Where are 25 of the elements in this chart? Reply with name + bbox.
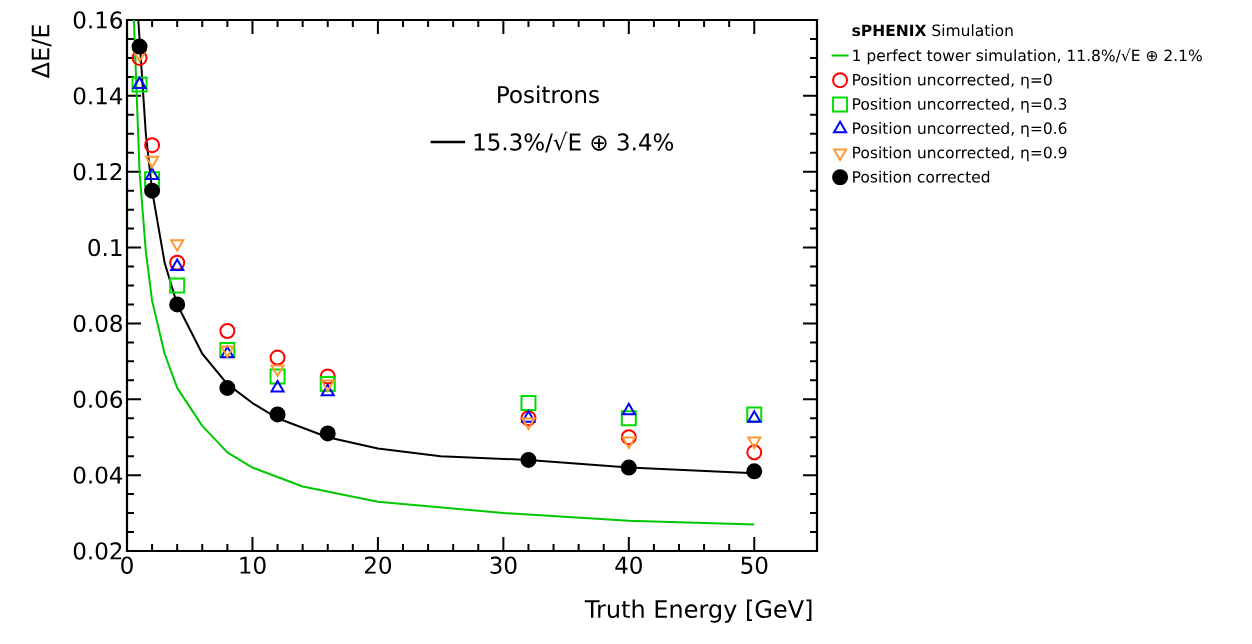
legend-label: Position uncorrected, η=0.3 — [853, 97, 1067, 113]
x-tick-label: 40 — [615, 556, 642, 574]
legend-label: Position uncorrected, η=0 — [853, 73, 1052, 89]
x-tick-label: 20 — [364, 556, 392, 574]
legend-label: Position uncorrected, η=0.9 — [853, 146, 1067, 162]
y-tick-label: 0.16 — [73, 11, 123, 29]
y-tick-label: 0.02 — [73, 542, 122, 560]
y-axis-title: ΔE/E — [31, 25, 52, 79]
legend-label: Position uncorrected, η=0.6 — [853, 122, 1067, 138]
annotation: Positrons — [498, 85, 599, 104]
y-tick-label: 0.06 — [73, 390, 123, 408]
x-tick-label: 10 — [240, 556, 266, 574]
y-tick-label: 0.04 — [73, 466, 123, 484]
y-tick-label: 0.1 — [88, 238, 122, 257]
legend-label: 15.3%/√E ⊕ 3.4% — [474, 131, 674, 153]
x-tick-label: 50 — [741, 556, 768, 574]
y-tick-label: 0.12 — [73, 163, 122, 181]
x-tick-label: 0 — [121, 556, 133, 574]
legend-title: sPHENIX Simulation — [852, 24, 1013, 37]
y-tick-label: 0.08 — [73, 314, 122, 333]
x-tick-label: 30 — [490, 556, 517, 574]
legend-label: 1 perfect tower simulation, 11.8%/√E ⊕ 2.1% — [853, 48, 1202, 65]
x-axis-title: Truth Energy [GeV] — [584, 599, 812, 623]
legend-label: Position corrected — [853, 170, 990, 183]
y-tick-label: 0.14 — [73, 87, 123, 105]
